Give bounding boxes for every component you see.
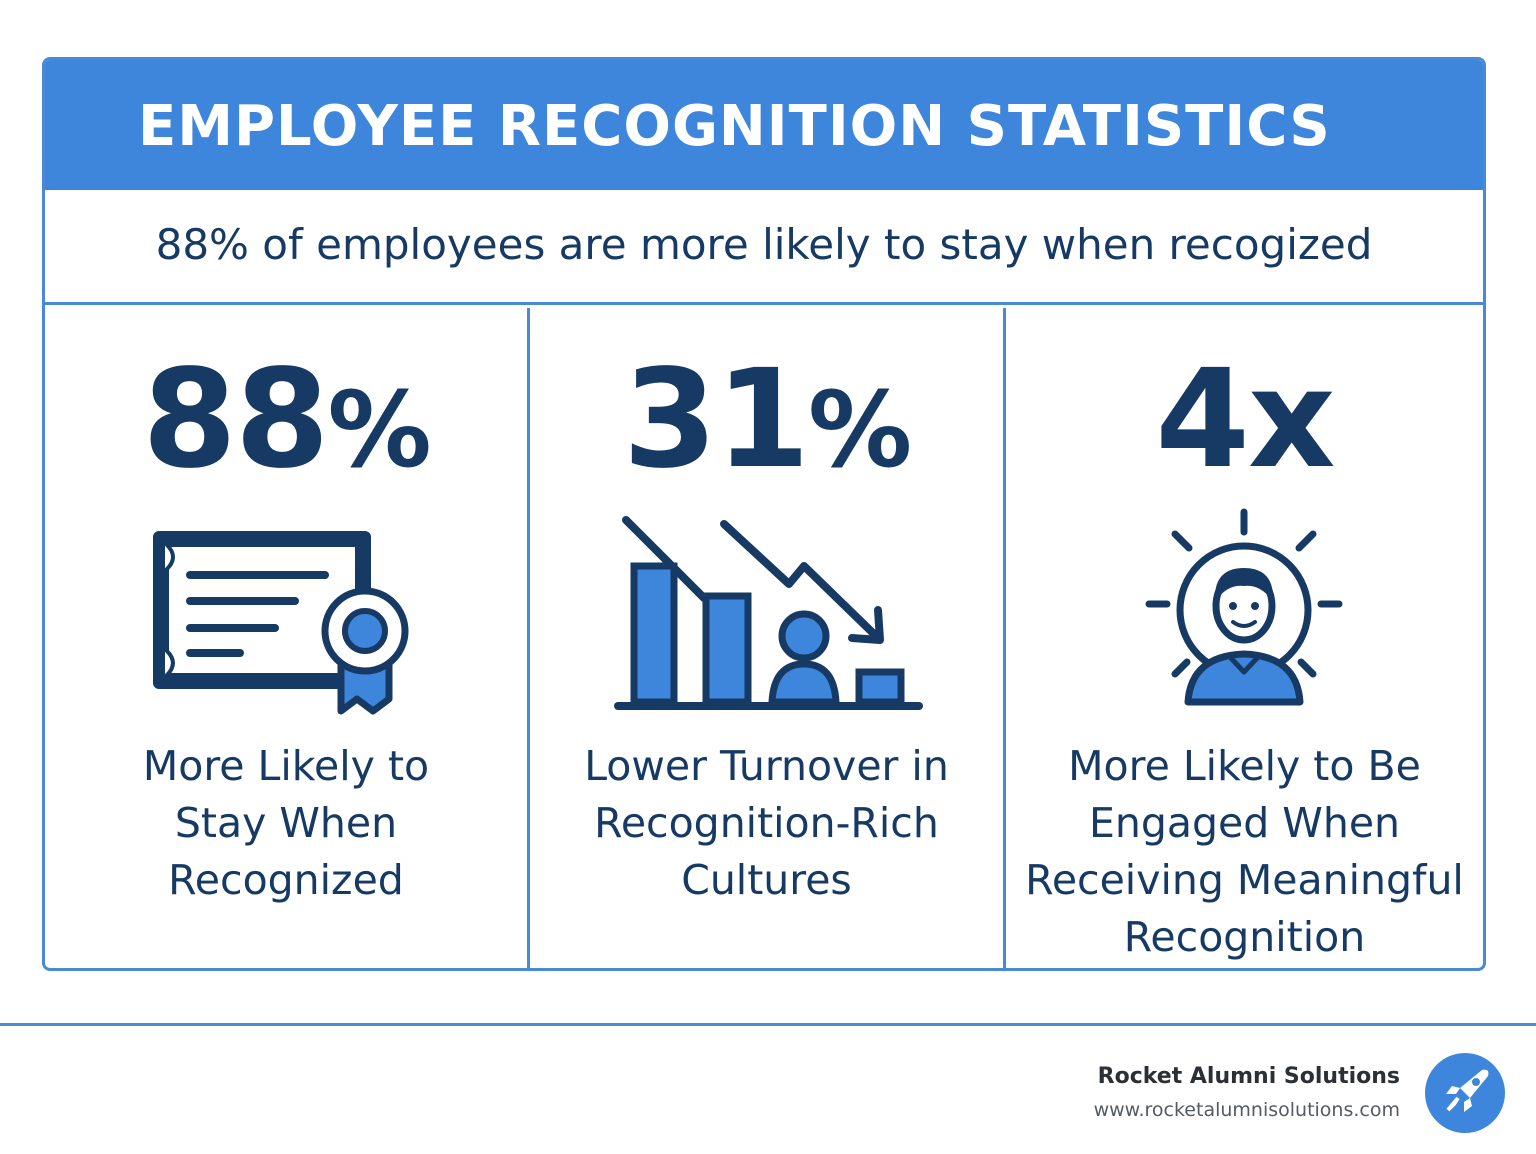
- brand-url[interactable]: www.rocketalumnisolutions.com: [1093, 1099, 1400, 1121]
- stat-column-turnover: 31% Lower Turnover in Recognition-Rich C…: [527, 308, 1003, 968]
- stat-columns: 88% More Likely to Stay When Recognized …: [45, 308, 1483, 968]
- glowing-person-icon: [1145, 508, 1343, 706]
- subtitle: 88% of employees are more likely to stay…: [155, 220, 1373, 269]
- stat-column-retention: 88% More Likely to Stay When Recognized: [45, 308, 527, 968]
- stat-column-engagement: 4x More Likely to Be Engaged: [1003, 308, 1483, 968]
- stat-label: Lower Turnover in Recognition-Rich Cultu…: [584, 742, 949, 904]
- stat-value: 4x: [1155, 341, 1335, 499]
- subtitle-row: 88% of employees are more likely to stay…: [45, 190, 1483, 305]
- certificate-ribbon-icon: [153, 531, 409, 715]
- title-banner: EMPLOYEE RECOGNITION STATISTICS: [45, 60, 1483, 190]
- footer-divider: [0, 1023, 1536, 1026]
- declining-bar-chart-icon: [614, 516, 923, 710]
- stat-value: 88%: [142, 341, 431, 499]
- stat-value: 31%: [622, 341, 912, 499]
- brand-name: Rocket Alumni Solutions: [1097, 1064, 1400, 1089]
- stat-label: More Likely to Stay When Recognized: [142, 742, 430, 904]
- page-title: EMPLOYEE RECOGNITION STATISTICS: [138, 94, 1331, 159]
- stat-label: More Likely to Be Engaged When Receiving…: [1025, 742, 1464, 961]
- stats-card: EMPLOYEE RECOGNITION STATISTICS 88% of e…: [42, 57, 1486, 971]
- rocket-icon: [1425, 1053, 1505, 1133]
